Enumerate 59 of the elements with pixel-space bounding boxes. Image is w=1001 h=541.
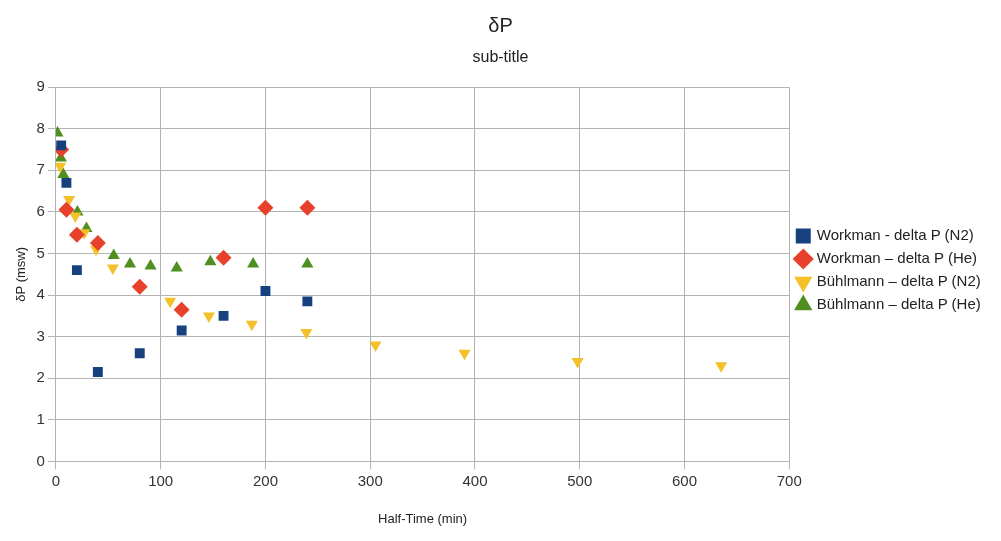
point bbox=[247, 256, 260, 268]
x-tick-label: 500 bbox=[567, 471, 593, 489]
y-tick-label: 8 bbox=[36, 118, 45, 136]
legend-label: Workman – delta P (He) bbox=[816, 249, 978, 267]
legend-label: Workman - delta P (N2) bbox=[816, 226, 974, 244]
y-tick-label: 5 bbox=[36, 243, 45, 261]
x-axis-title: Half-Time (min) bbox=[378, 510, 468, 526]
y-tick-label: 2 bbox=[36, 368, 45, 386]
point bbox=[123, 256, 137, 268]
point bbox=[57, 167, 70, 179]
x-tick-label: 300 bbox=[357, 471, 383, 489]
point bbox=[131, 278, 148, 295]
point bbox=[144, 258, 157, 270]
point bbox=[92, 367, 103, 377]
y-tick-label: 1 bbox=[36, 409, 45, 427]
y-tick-label: 6 bbox=[36, 202, 45, 220]
point bbox=[369, 341, 382, 352]
point bbox=[56, 140, 67, 151]
point bbox=[204, 254, 217, 266]
y-axis-title: δP (msw) bbox=[13, 246, 29, 302]
point bbox=[58, 201, 75, 218]
y-tick-label: 4 bbox=[36, 285, 45, 303]
y-tick-label: 7 bbox=[36, 160, 45, 178]
point bbox=[458, 349, 471, 361]
point bbox=[715, 362, 728, 373]
point bbox=[245, 320, 258, 332]
point bbox=[202, 312, 215, 323]
x-tick-label: 700 bbox=[776, 471, 802, 489]
point bbox=[176, 325, 187, 336]
y-tick-label: 0 bbox=[36, 451, 45, 469]
point bbox=[134, 348, 145, 359]
point bbox=[107, 248, 120, 260]
point bbox=[299, 199, 316, 216]
point bbox=[68, 226, 85, 243]
legend-label: Bühlmann – delta P (He) bbox=[816, 295, 981, 313]
x-tick-label: 100 bbox=[148, 471, 174, 489]
point bbox=[164, 297, 177, 309]
point bbox=[173, 301, 190, 318]
point bbox=[301, 256, 314, 268]
x-tick-label: 0 bbox=[51, 471, 61, 489]
x-tick-label: 400 bbox=[462, 471, 488, 489]
chart-subtitle: sub-title bbox=[472, 48, 529, 66]
chart-title: δP bbox=[488, 13, 513, 36]
y-tick-label: 9 bbox=[36, 77, 45, 95]
point bbox=[61, 177, 72, 188]
point bbox=[300, 329, 313, 340]
point bbox=[89, 235, 106, 252]
point bbox=[218, 310, 229, 321]
point bbox=[71, 265, 82, 276]
legend-label: Bühlmann – delta P (N2) bbox=[816, 272, 981, 290]
point bbox=[302, 296, 313, 307]
point bbox=[257, 199, 274, 216]
point bbox=[215, 249, 232, 266]
x-tick-label: 200 bbox=[252, 471, 278, 489]
point bbox=[170, 261, 183, 272]
point bbox=[571, 358, 584, 369]
y-tick-label: 3 bbox=[36, 326, 45, 344]
x-tick-label: 600 bbox=[671, 471, 697, 489]
point bbox=[260, 285, 271, 296]
